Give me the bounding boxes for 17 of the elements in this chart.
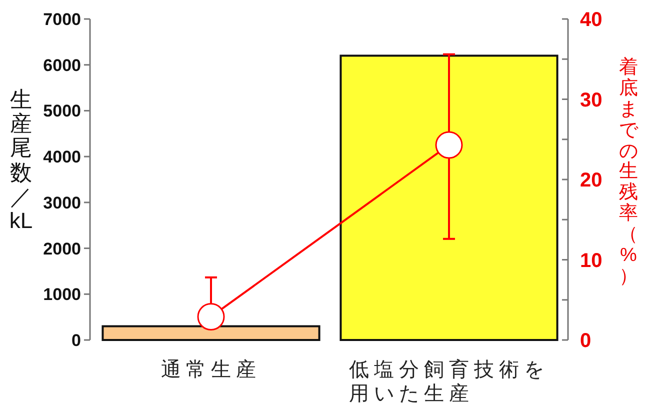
- y-tick-label: 2000: [43, 239, 81, 258]
- y2-tick-label: 10: [580, 250, 602, 272]
- y-axis-title: 生産尾数／kL: [8, 87, 34, 234]
- text: 着底までの生残率（%）: [619, 57, 638, 287]
- y-tick-label: 4000: [43, 148, 81, 167]
- y-tick-label: 0: [72, 331, 81, 350]
- x-tick-label: 通常生産: [160, 358, 262, 382]
- y-tick-label: 7000: [43, 10, 81, 29]
- y2-tick-label: 30: [580, 89, 602, 112]
- y-tick-label: 3000: [43, 193, 81, 212]
- y2-tick-label: 20: [580, 170, 602, 192]
- y2-tick-label: 40: [580, 9, 602, 31]
- y-tick-label: 6000: [43, 56, 81, 75]
- y2-tick-label: 0: [580, 330, 592, 352]
- x-tick-label: 低塩分飼育技術を用いた生産: [349, 358, 550, 406]
- y-tick-label: 1000: [43, 285, 81, 304]
- y-tick-label: 5000: [43, 102, 81, 121]
